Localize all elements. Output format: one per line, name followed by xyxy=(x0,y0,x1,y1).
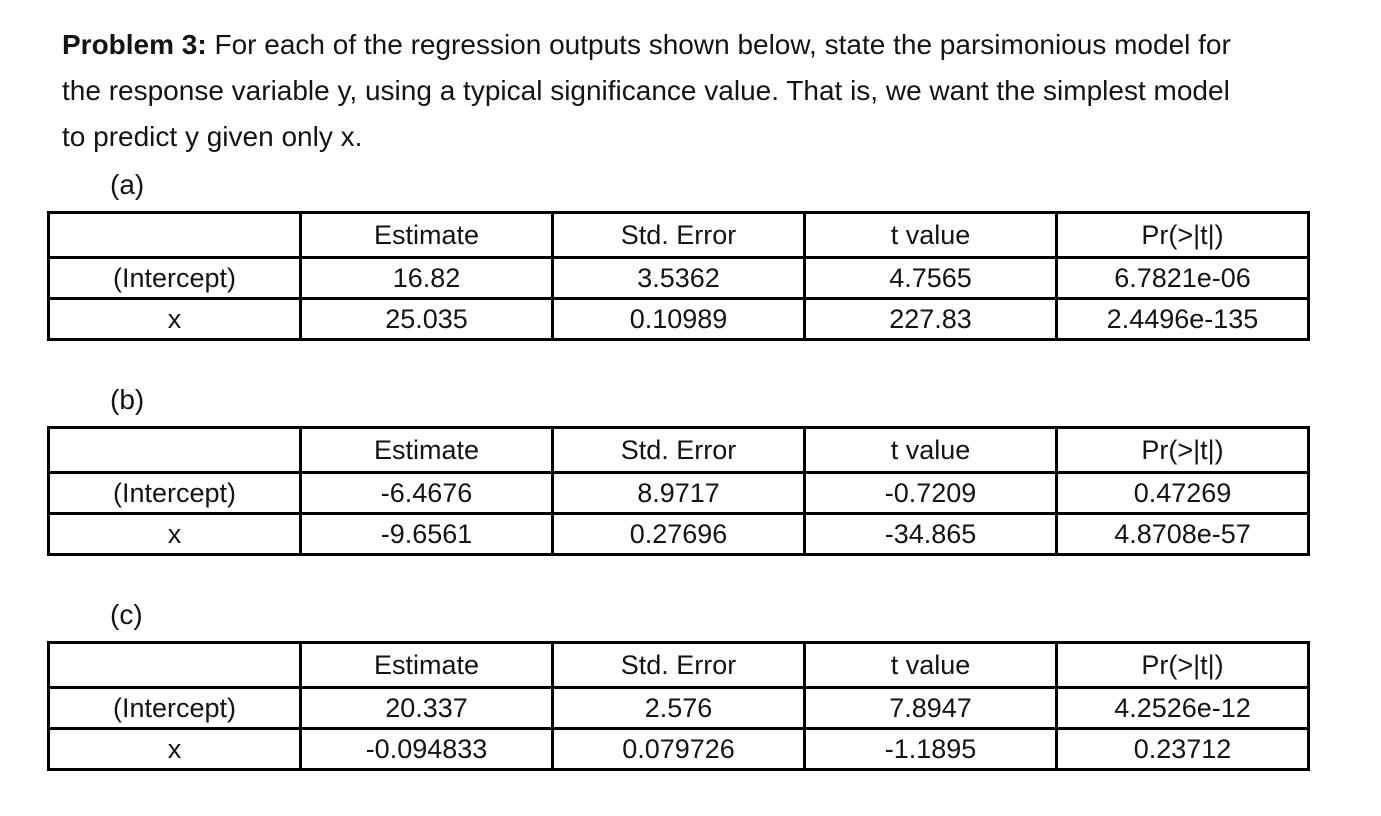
cell-pr: 0.47269 xyxy=(1055,471,1310,515)
column-header-estimate: Estimate xyxy=(299,211,554,259)
cell-std-error: 0.079726 xyxy=(551,727,806,771)
row-label: (Intercept) xyxy=(47,256,302,300)
cell-estimate: 20.337 xyxy=(299,686,554,730)
row-label: x xyxy=(47,512,302,556)
column-header-t-value: t value xyxy=(803,426,1058,474)
header-row: Estimate Std. Error t value Pr(>|t|) xyxy=(47,211,1310,259)
regression-table-a: Estimate Std. Error t value Pr(>|t|) (In… xyxy=(47,211,1310,341)
cell-pr: 4.2526e-12 xyxy=(1055,686,1310,730)
cell-t-value: 4.7565 xyxy=(803,256,1058,300)
column-header-std-error: Std. Error xyxy=(551,641,806,689)
cell-t-value: -0.7209 xyxy=(803,471,1058,515)
cell-std-error: 2.576 xyxy=(551,686,806,730)
problem-number: Problem 3: xyxy=(62,29,207,60)
cell-std-error: 0.27696 xyxy=(551,512,806,556)
problem-statement: Problem 3: For each of the regression ou… xyxy=(0,0,1381,160)
problem-line-3: to predict y given only x. xyxy=(62,121,363,152)
cell-estimate: 16.82 xyxy=(299,256,554,300)
row-label: x xyxy=(47,727,302,771)
cell-pr: 2.4496e-135 xyxy=(1055,297,1310,341)
problem-line-1-text: For each of the regression outputs shown… xyxy=(206,29,1231,60)
column-header-estimate: Estimate xyxy=(299,426,554,474)
table-row-x: x -9.6561 0.27696 -34.865 4.8708e-57 xyxy=(47,512,1310,556)
header-row: Estimate Std. Error t value Pr(>|t|) xyxy=(47,641,1310,689)
cell-t-value: 7.8947 xyxy=(803,686,1058,730)
cell-estimate: -0.094833 xyxy=(299,727,554,771)
cell-std-error: 8.9717 xyxy=(551,471,806,515)
header-row: Estimate Std. Error t value Pr(>|t|) xyxy=(47,426,1310,474)
column-header-std-error: Std. Error xyxy=(551,211,806,259)
regression-table-c: Estimate Std. Error t value Pr(>|t|) (In… xyxy=(47,641,1310,771)
row-label: (Intercept) xyxy=(47,686,302,730)
column-header-pr: Pr(>|t|) xyxy=(1055,641,1310,689)
column-header-blank xyxy=(47,426,302,474)
column-header-t-value: t value xyxy=(803,211,1058,259)
table-row-intercept: (Intercept) -6.4676 8.9717 -0.7209 0.472… xyxy=(47,471,1310,515)
column-header-pr: Pr(>|t|) xyxy=(1055,211,1310,259)
row-label: (Intercept) xyxy=(47,471,302,515)
cell-estimate: -6.4676 xyxy=(299,471,554,515)
table-label-b: (b) xyxy=(110,384,145,415)
cell-std-error: 3.5362 xyxy=(551,256,806,300)
column-header-std-error: Std. Error xyxy=(551,426,806,474)
cell-t-value: -34.865 xyxy=(803,512,1058,556)
table-row-intercept: (Intercept) 20.337 2.576 7.8947 4.2526e-… xyxy=(47,686,1310,730)
cell-pr: 4.8708e-57 xyxy=(1055,512,1310,556)
column-header-blank xyxy=(47,641,302,689)
table-row-x: x 25.035 0.10989 227.83 2.4496e-135 xyxy=(47,297,1310,341)
column-header-estimate: Estimate xyxy=(299,641,554,689)
row-label: x xyxy=(47,297,302,341)
cell-pr: 6.7821e-06 xyxy=(1055,256,1310,300)
cell-estimate: -9.6561 xyxy=(299,512,554,556)
regression-table-b: Estimate Std. Error t value Pr(>|t|) (In… xyxy=(47,426,1310,556)
table-row-intercept: (Intercept) 16.82 3.5362 4.7565 6.7821e-… xyxy=(47,256,1310,300)
cell-estimate: 25.035 xyxy=(299,297,554,341)
regression-section-c: (c) Estimate Std. Error t value Pr(>|t|)… xyxy=(0,598,1381,771)
cell-t-value: -1.1895 xyxy=(803,727,1058,771)
table-row-x: x -0.094833 0.079726 -1.1895 0.23712 xyxy=(47,727,1310,771)
column-header-t-value: t value xyxy=(803,641,1058,689)
cell-t-value: 227.83 xyxy=(803,297,1058,341)
regression-section-b: (b) Estimate Std. Error t value Pr(>|t|)… xyxy=(0,383,1381,556)
problem-line-2: the response variable y, using a typical… xyxy=(62,75,1230,106)
cell-pr: 0.23712 xyxy=(1055,727,1310,771)
column-header-blank xyxy=(47,211,302,259)
regression-section-a: (a) Estimate Std. Error t value Pr(>|t|)… xyxy=(0,168,1381,341)
column-header-pr: Pr(>|t|) xyxy=(1055,426,1310,474)
problem-line-1: Problem 3: For each of the regression ou… xyxy=(62,22,1381,68)
table-label-a: (a) xyxy=(110,169,145,200)
cell-std-error: 0.10989 xyxy=(551,297,806,341)
table-label-c: (c) xyxy=(110,599,143,630)
